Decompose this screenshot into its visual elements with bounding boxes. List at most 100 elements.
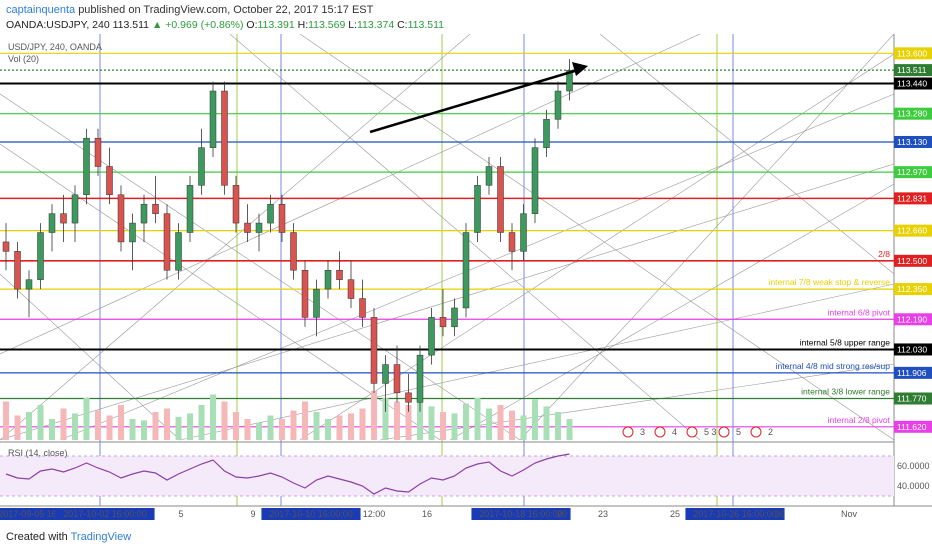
price-tag-label: 112.190: [897, 314, 927, 324]
time-axis-highlight: [685, 508, 785, 520]
price-tag-label: 112.030: [897, 344, 927, 354]
price-tag-label: 113.600: [897, 48, 927, 58]
volume-bar: [463, 403, 469, 440]
rsi-line: [5, 453, 570, 495]
trend-arrow-head: [572, 62, 588, 76]
event-label: 3: [640, 427, 645, 437]
price-tag: [894, 224, 932, 237]
time-axis-highlight: [261, 508, 361, 520]
candle-body: [37, 232, 44, 280]
price-tag-label: 111.770: [897, 394, 927, 404]
level-text: internal 2/8 pivot: [828, 415, 891, 425]
time-axis-label: 2017-09-05 16:00:00: [0, 509, 82, 519]
event-label: 5: [736, 427, 741, 437]
tradingview-logo[interactable]: TradingView: [70, 531, 132, 543]
candle-body: [14, 251, 21, 290]
volume-bar: [336, 415, 343, 440]
candle-body: [497, 166, 504, 233]
publish-line: captainquenta published on TradingView.c…: [6, 4, 373, 16]
price-tag: [894, 420, 932, 433]
published-text: published on TradingView.com, October 22…: [78, 4, 374, 16]
time-axis-label: 2017-10-02 16:00:00: [63, 509, 147, 519]
volume-bar: [152, 412, 159, 440]
price-chart[interactable]: 113.600 113.511 113.440 113.280 113.130 112.9…: [0, 34, 932, 524]
price-tag: [894, 343, 932, 356]
low-value: 113.374: [356, 19, 395, 31]
candle-body: [267, 203, 274, 224]
candle-body: [336, 269, 343, 280]
trend-arrow-line: [369, 68, 579, 134]
change-label: ▲ +0.969 (+0.86%): [151, 19, 244, 31]
volume-bar: [129, 419, 136, 440]
price-tag: [894, 107, 932, 120]
price-tag-label: 113.280: [897, 109, 927, 119]
volume-bar: [440, 412, 446, 440]
candle-body: [508, 232, 516, 252]
price-tag: [894, 366, 932, 379]
event-marker: [654, 426, 666, 438]
candle-body: [428, 317, 435, 356]
ohlc-line: OANDA:USDJPY, 240 113.511 ▲ +0.969 (+0.8…: [6, 19, 444, 31]
time-axis-label: 2017-10-10 16:00:00: [269, 509, 353, 519]
volume-bar: [520, 415, 527, 440]
candle-body: [140, 203, 148, 224]
volume-bar: [509, 410, 515, 440]
volume-bar: [187, 413, 193, 440]
candle-body: [290, 232, 297, 271]
volume-bar: [486, 408, 492, 440]
volume-bar: [382, 398, 389, 440]
volume-bar: [543, 406, 550, 440]
gann-angle-line: [0, 34, 701, 355]
volume-bar: [532, 399, 538, 440]
volume-bar: [164, 408, 170, 440]
candle-body: [48, 213, 56, 233]
level-text: internal 5/8 upper range: [800, 337, 891, 347]
gann-angle-line: [179, 283, 895, 441]
gann-angle-line: [59, 93, 895, 441]
price-tag: [894, 77, 932, 90]
price-tag-label: 112.831: [897, 193, 927, 203]
time-axis-label: 16: [422, 509, 432, 519]
time-axis-label: 30: [775, 509, 785, 519]
volume-bar: [566, 419, 573, 440]
volume-bar: [348, 413, 354, 440]
candle-body: [163, 213, 171, 271]
last-price: 113.511: [112, 19, 150, 31]
candle-body: [313, 288, 320, 318]
candle-body: [554, 90, 562, 120]
candle-body: [117, 194, 125, 243]
price-axis: [894, 34, 932, 524]
author-link[interactable]: captainquenta: [6, 4, 76, 16]
volume-bar: [83, 398, 90, 440]
candle-body: [198, 147, 205, 186]
volume-bar: [3, 401, 9, 440]
volume-bar: [198, 405, 205, 440]
level-text: 2/8: [878, 249, 890, 259]
candle-body: [382, 364, 389, 384]
level-text: internal 6/8 pivot: [828, 307, 891, 317]
symbol-label: OANDA:USDJPY, 240: [6, 19, 110, 31]
price-tag: [894, 64, 932, 77]
event-label: 4: [672, 427, 677, 437]
price-tag-label: 113.130: [897, 137, 927, 147]
gann-angle-line: [0, 163, 895, 441]
chart-title: USD/JPY, 240, OANDA: [8, 42, 102, 52]
level-text: internal 4/8 mid strong res/sup: [776, 361, 891, 371]
volume-bar: [14, 415, 21, 440]
volume-indicator-label: Vol (20): [8, 54, 39, 64]
open-label: O:: [246, 19, 258, 31]
time-axis-label: 2017-10-18 16:00:00: [479, 509, 563, 519]
candle-body: [232, 185, 240, 224]
event-label: 2: [768, 427, 773, 437]
candle-body: [209, 90, 217, 148]
candle-body: [566, 70, 573, 92]
candle-body: [186, 185, 194, 233]
volume-bar: [313, 412, 320, 440]
volume-bar: [497, 405, 504, 440]
open-value: 113.391: [257, 19, 295, 31]
price-tag: [894, 392, 932, 405]
volume-bar: [95, 410, 101, 440]
chart-header: captainquenta published on TradingView.c…: [0, 0, 932, 34]
candle-body: [520, 213, 527, 252]
volume-bar: [451, 413, 458, 440]
